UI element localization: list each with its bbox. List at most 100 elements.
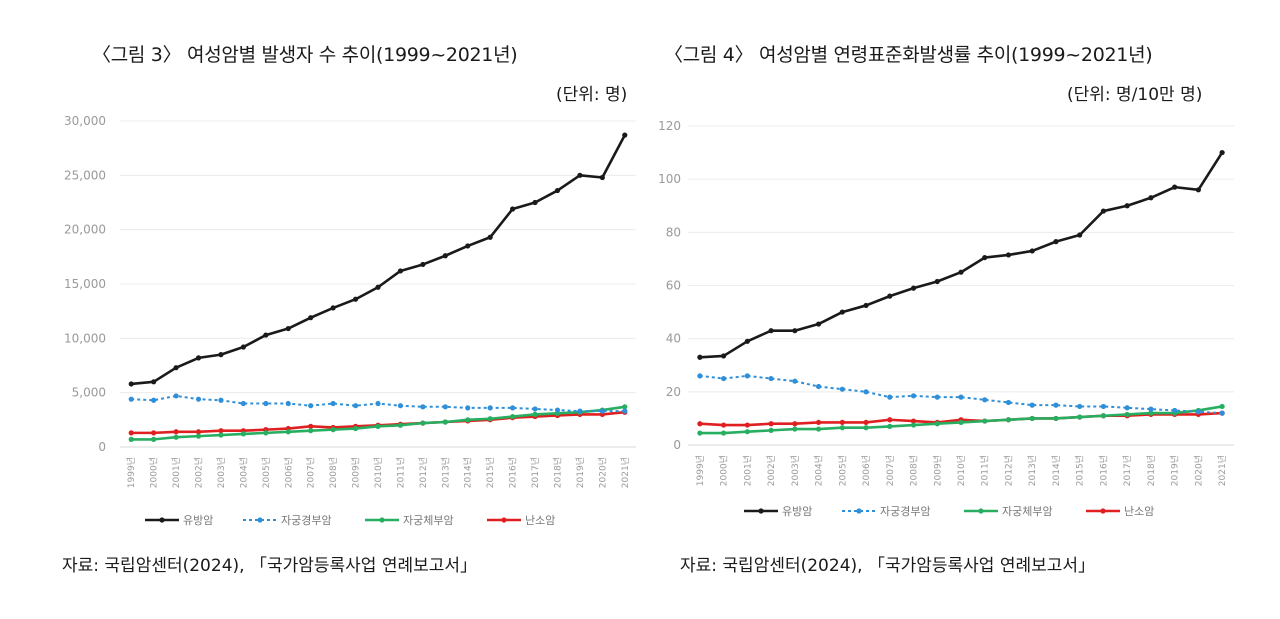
data-point (1148, 406, 1154, 412)
data-point (554, 187, 561, 194)
data-point (815, 383, 822, 390)
data-point (532, 199, 538, 206)
data-point (218, 432, 224, 438)
legend-label: 자궁체부암 (1002, 505, 1053, 518)
data-point (532, 406, 538, 412)
y-tick-label: 0 (98, 440, 106, 454)
data-point (1100, 403, 1107, 410)
data-point (128, 430, 134, 436)
data-point (1005, 399, 1012, 406)
x-tick-label: 2001년 (742, 455, 753, 486)
data-point (982, 418, 988, 424)
x-tick-label: 2009년 (932, 455, 943, 486)
data-point (465, 243, 471, 249)
data-point (792, 378, 798, 384)
data-point (442, 253, 448, 259)
x-tick-label: 2011년 (395, 457, 406, 488)
legend-marker (978, 508, 984, 514)
data-point (622, 408, 628, 414)
data-point (263, 430, 269, 436)
data-point (532, 411, 538, 417)
x-tick-label: 2018년 (552, 457, 563, 488)
data-point (744, 338, 750, 344)
y-tick-label: 20 (666, 385, 681, 399)
data-point (910, 393, 917, 399)
data-point (375, 284, 381, 290)
y-tick-label: 25,000 (64, 168, 106, 182)
data-point (1053, 239, 1059, 245)
x-tick-label: 2021년 (1217, 455, 1228, 486)
x-tick-label: 2007년 (306, 457, 317, 488)
x-tick-label: 2010년 (373, 457, 384, 488)
data-point (330, 427, 336, 433)
data-point (330, 400, 336, 407)
data-point (285, 429, 291, 435)
data-point (487, 416, 493, 422)
x-tick-label: 2014년 (1051, 455, 1062, 486)
data-point (487, 234, 493, 240)
x-tick-label: 2019년 (1170, 455, 1181, 486)
legend-marker (856, 508, 862, 514)
x-tick-label: 2014년 (463, 457, 474, 488)
data-point (330, 305, 336, 311)
data-point (218, 397, 224, 403)
data-point (887, 417, 893, 423)
data-point (352, 403, 359, 409)
data-point (910, 418, 917, 424)
data-point (1172, 184, 1178, 190)
legend-label: 자궁경부암 (880, 505, 931, 518)
data-point (240, 400, 246, 407)
data-point (599, 174, 605, 181)
legend-marker (159, 517, 165, 523)
data-point (1077, 232, 1083, 238)
legend-label: 자궁경부암 (281, 514, 332, 527)
data-point (863, 425, 869, 431)
data-point (308, 423, 314, 429)
data-point (982, 397, 988, 403)
data-point (352, 296, 359, 302)
y-tick-label: 15,000 (64, 277, 106, 291)
data-point (397, 268, 404, 274)
chart-panel-2: 〈그림 4〉 여성암별 연령표준화발생률 추이(1999~2021년) (단위:… (640, 0, 1280, 619)
data-point (308, 403, 314, 409)
y-tick-label: 60 (666, 279, 681, 293)
data-point (397, 422, 404, 428)
chart-title: 〈그림 4〉 여성암별 연령표준화발생률 추이(1999~2021년) (664, 44, 1153, 66)
data-point (285, 400, 291, 407)
data-point (1077, 414, 1083, 420)
series-line (699, 374, 1223, 415)
x-tick-label: 2013년 (1027, 455, 1038, 486)
data-point (721, 353, 727, 359)
data-point (863, 389, 869, 395)
data-point (1029, 248, 1035, 254)
legend-label: 난소암 (1124, 505, 1154, 518)
x-tick-label: 2004년 (814, 455, 825, 486)
data-point (195, 355, 202, 361)
data-point (577, 408, 583, 414)
data-point (839, 419, 845, 426)
data-point (744, 422, 750, 428)
x-tick-label: 2019년 (575, 457, 586, 488)
data-point (510, 413, 516, 420)
data-point (240, 431, 246, 437)
x-tick-label: 2017년 (530, 457, 541, 488)
chart-title: 〈그림 3〉 여성암별 발생자 수 추이(1999~2021년) (92, 44, 518, 66)
x-tick-label: 2006년 (861, 455, 872, 486)
data-point (510, 206, 516, 212)
data-point (958, 394, 964, 400)
x-tick-label: 2017년 (1122, 455, 1133, 486)
x-tick-label: 2008년 (328, 457, 339, 488)
x-tick-label: 2021년 (620, 457, 631, 488)
x-tick-label: 2005년 (261, 457, 272, 488)
data-point (195, 433, 202, 439)
data-point (420, 261, 426, 268)
legend-marker (501, 517, 507, 523)
data-point (487, 405, 493, 411)
x-tick-label: 2016년 (508, 457, 519, 488)
data-point (240, 344, 246, 350)
data-point (128, 381, 134, 387)
x-tick-label: 2004년 (238, 457, 249, 488)
data-point (263, 400, 269, 407)
x-tick-label: 2016년 (1098, 455, 1109, 486)
data-point (352, 425, 359, 432)
